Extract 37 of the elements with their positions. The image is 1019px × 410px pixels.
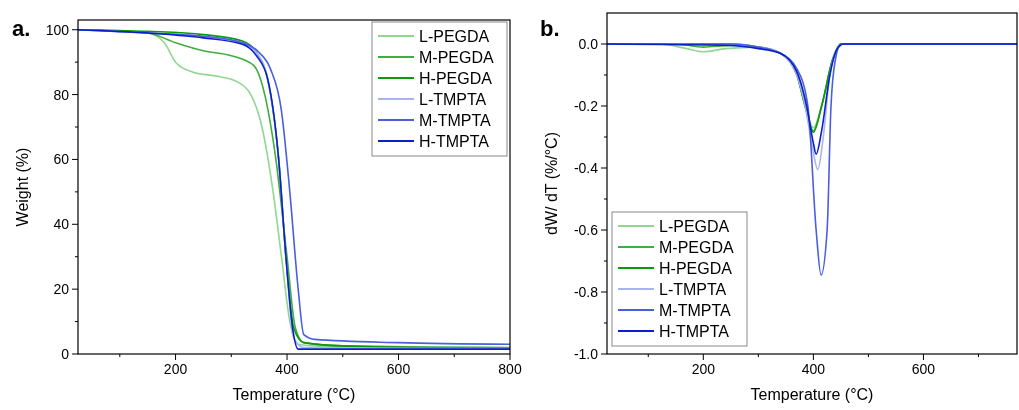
y-tick-label: 0	[61, 346, 70, 362]
legend-label: H-TMPTA	[419, 133, 490, 150]
x-tick-label: 600	[386, 361, 411, 377]
y-tick-label: 0.0	[578, 36, 599, 52]
x-tick-label: 800	[498, 361, 522, 377]
y-tick-label: 20	[53, 281, 70, 298]
legend-label: L-PEGDA	[419, 28, 490, 45]
x-tick-label: 600	[911, 361, 936, 377]
y-tick-label: 40	[53, 216, 70, 233]
y-tick-label: 80	[53, 86, 70, 103]
x-tick-label: 400	[275, 361, 299, 377]
y-tick-label: -1.0	[573, 346, 599, 362]
x-tick-label: 200	[163, 361, 188, 377]
y-tick-label: -0.4	[573, 160, 599, 176]
y-axis-title: dW/ dT (%/°C)	[543, 132, 560, 235]
legend-label: M-TMPTA	[419, 112, 492, 129]
legend-label: M-PEGDA	[659, 239, 734, 256]
legend-label: L-TMPTA	[659, 281, 727, 298]
x-axis-title: Temperature (°C)	[232, 386, 356, 403]
chart-title: a.	[12, 16, 31, 41]
chart-title: b.	[540, 16, 560, 41]
y-tick-label: 60	[53, 151, 70, 168]
y-tick-label: -0.2	[573, 98, 599, 114]
x-tick-label: 400	[801, 361, 826, 377]
y-tick-label: -0.6	[573, 222, 599, 238]
y-axis-title: Weight (%)	[14, 147, 31, 227]
legend-label: H-PEGDA	[419, 70, 493, 87]
y-tick-label: 100	[45, 21, 70, 38]
y-tick-label: -0.8	[573, 284, 599, 300]
legend-label: L-PEGDA	[659, 218, 730, 235]
legend-label: H-PEGDA	[659, 260, 733, 277]
legend-label: H-TMPTA	[659, 323, 730, 340]
legend-label: L-TMPTA	[419, 91, 487, 108]
legend-label: M-TMPTA	[659, 302, 732, 319]
legend-label: M-PEGDA	[419, 49, 494, 66]
x-tick-label: 200	[691, 361, 716, 377]
x-axis-title: Temperature (°C)	[750, 386, 874, 403]
